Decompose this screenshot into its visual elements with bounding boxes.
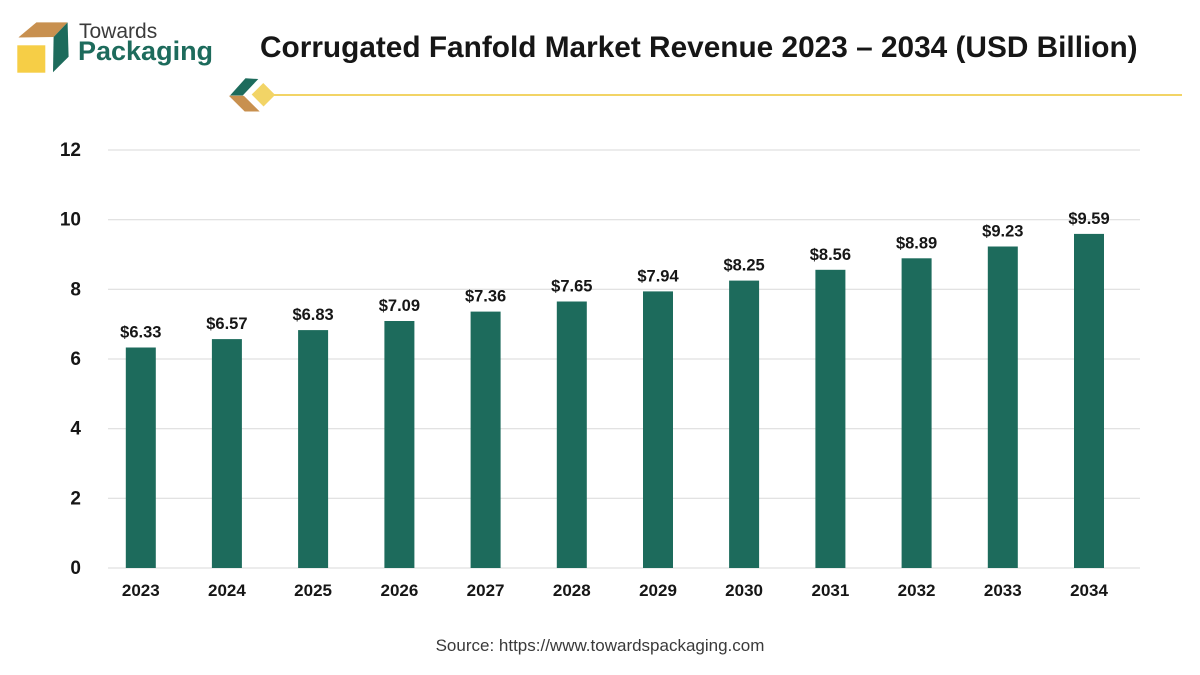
svg-text:2032: 2032 (898, 581, 936, 600)
svg-text:6: 6 (70, 349, 81, 370)
svg-text:2029: 2029 (639, 581, 677, 600)
svg-text:$6.33: $6.33 (120, 324, 161, 342)
svg-text:12: 12 (60, 140, 81, 161)
svg-text:2: 2 (70, 488, 81, 509)
svg-text:2023: 2023 (122, 581, 160, 600)
svg-text:$8.89: $8.89 (896, 234, 937, 252)
svg-text:2030: 2030 (725, 581, 763, 600)
svg-text:$7.65: $7.65 (551, 278, 592, 296)
svg-text:$7.36: $7.36 (465, 288, 506, 306)
svg-text:4: 4 (70, 419, 81, 440)
svg-text:$8.25: $8.25 (723, 257, 764, 275)
svg-text:2027: 2027 (467, 581, 505, 600)
svg-text:2033: 2033 (984, 581, 1022, 600)
svg-text:8: 8 (70, 279, 81, 300)
svg-text:0: 0 (70, 558, 81, 579)
svg-text:2024: 2024 (208, 581, 246, 600)
svg-text:2026: 2026 (380, 581, 418, 600)
svg-text:$9.23: $9.23 (982, 223, 1023, 241)
svg-text:$8.56: $8.56 (810, 246, 851, 264)
svg-text:$9.59: $9.59 (1068, 210, 1109, 228)
svg-text:2034: 2034 (1070, 581, 1108, 600)
svg-text:2028: 2028 (553, 581, 591, 600)
svg-text:$6.57: $6.57 (206, 315, 247, 333)
svg-text:2025: 2025 (294, 581, 332, 600)
svg-text:$6.83: $6.83 (292, 306, 333, 324)
svg-text:$7.94: $7.94 (637, 267, 679, 285)
svg-text:2031: 2031 (811, 581, 849, 600)
svg-text:$7.09: $7.09 (379, 297, 420, 315)
svg-text:10: 10 (60, 210, 81, 231)
